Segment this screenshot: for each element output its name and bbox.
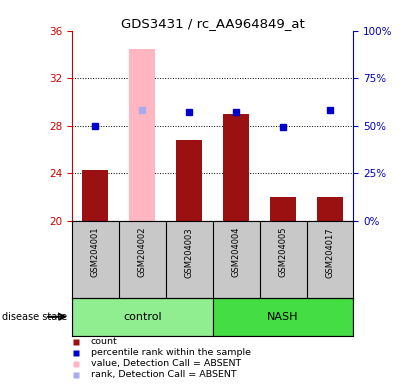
Text: count: count — [90, 337, 117, 346]
Text: disease state: disease state — [2, 312, 67, 322]
Bar — [213, 298, 353, 336]
Bar — [270, 197, 296, 221]
Bar — [129, 48, 155, 221]
Text: GSM204003: GSM204003 — [185, 227, 194, 278]
Text: GSM204004: GSM204004 — [232, 227, 241, 278]
Text: GSM204002: GSM204002 — [138, 227, 147, 278]
Title: GDS3431 / rc_AA964849_at: GDS3431 / rc_AA964849_at — [121, 17, 305, 30]
Bar — [176, 140, 202, 221]
Bar — [72, 298, 213, 336]
Text: percentile rank within the sample: percentile rank within the sample — [90, 348, 251, 357]
Text: rank, Detection Call = ABSENT: rank, Detection Call = ABSENT — [90, 371, 236, 379]
Bar — [223, 114, 249, 221]
Bar — [83, 170, 108, 221]
Text: GSM204017: GSM204017 — [326, 227, 335, 278]
Text: GSM204005: GSM204005 — [279, 227, 288, 278]
Text: control: control — [123, 312, 162, 322]
Text: GSM204001: GSM204001 — [91, 227, 100, 278]
Text: value, Detection Call = ABSENT: value, Detection Call = ABSENT — [90, 359, 241, 368]
Bar — [317, 197, 343, 221]
Text: NASH: NASH — [267, 312, 299, 322]
